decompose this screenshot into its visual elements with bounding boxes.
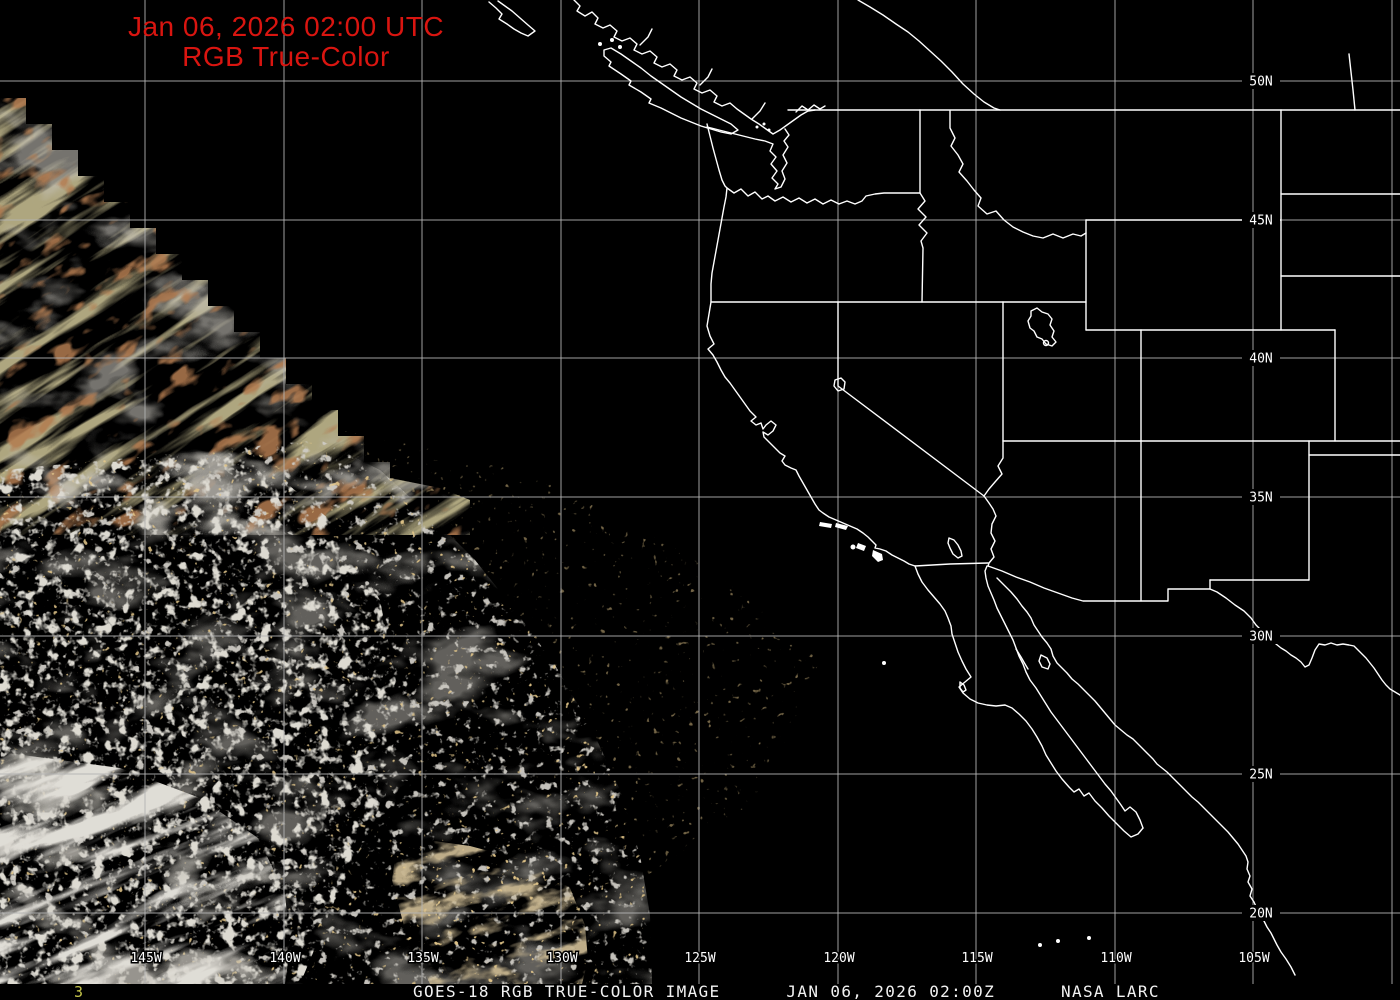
- longitude-label: 110W: [1100, 951, 1131, 966]
- border-or-id-snake-river: [917, 192, 928, 303]
- longitude-label: 115W: [961, 951, 992, 966]
- longitude-label: 125W: [684, 951, 715, 966]
- latitude-label-mask: [1242, 73, 1280, 89]
- islas-marias: [1056, 939, 1060, 943]
- islas-marias: [1087, 936, 1091, 940]
- border-id-mt: [949, 110, 1087, 239]
- border-sk-mb: [1348, 53, 1356, 111]
- latitude-label-mask: [1242, 628, 1280, 644]
- coastline-vancouver-island: [603, 47, 739, 135]
- map-outline-layer: [488, 0, 1400, 976]
- latitude-label: 30N: [1249, 630, 1272, 645]
- channel-island: [856, 543, 866, 551]
- latitude-label: 50N: [1249, 75, 1272, 90]
- coastline-puget-sound: [706, 126, 790, 190]
- longitude-label: 135W: [407, 951, 438, 966]
- utah-lake: [1042, 339, 1050, 347]
- island-speck: [767, 128, 771, 132]
- latitude-label-mask: [1242, 489, 1280, 505]
- island-speck: [610, 38, 614, 42]
- latitude-label-mask: [1242, 905, 1280, 921]
- bc-fjord-inlet: [639, 28, 653, 46]
- timestamp-overlay: Jan 06, 2026 02:00 UTC RGB True-Color: [118, 12, 454, 72]
- isla-cedros: [959, 681, 967, 693]
- longitude-label: 140W: [269, 951, 300, 966]
- coastline-baja-pacific: [914, 565, 1144, 838]
- graticule-label-layer: 50N 45N 40N 35N 30N 25N 20N 145W 140W 135W 130W 125…: [129, 73, 1280, 968]
- frame-number: 3: [74, 983, 84, 1000]
- latitude-label-mask: [1242, 766, 1280, 782]
- border-ca-nv: [837, 301, 985, 497]
- channel-island: [835, 523, 848, 530]
- lake-tahoe: [833, 377, 846, 392]
- bc-fjord-inlet: [751, 102, 766, 120]
- coastline-haida-gwaii: [488, 0, 536, 37]
- salton-sea: [947, 537, 963, 559]
- latitude-label-mask: [1242, 212, 1280, 228]
- border-nv-az: [983, 440, 1004, 497]
- border-ca-az-colorado-river: [983, 495, 997, 567]
- channel-island: [850, 544, 856, 550]
- bc-fjord-inlet: [699, 68, 713, 86]
- island-speck: [618, 45, 622, 49]
- latitude-label: 40N: [1249, 352, 1272, 367]
- latitude-label: 25N: [1249, 768, 1272, 783]
- longitude-label: 145W: [130, 951, 161, 966]
- coastline-bc: [573, 0, 816, 135]
- coastline-baja-gulf: [984, 565, 1144, 829]
- coastline-fraser-delta: [795, 104, 826, 113]
- channel-island: [819, 522, 832, 528]
- isla-angel-de-la-guarda: [1015, 648, 1029, 670]
- latitude-label: 45N: [1249, 214, 1272, 229]
- caption-text: GOES-18 RGB TRUE-COLOR IMAGE JAN 06, 202…: [413, 982, 1160, 1000]
- rio-grande: [1209, 579, 1400, 696]
- longitude-label: 130W: [546, 951, 577, 966]
- coastline-us-west: [706, 123, 916, 567]
- timestamp-line: Jan 06, 2026 02:00 UTC: [127, 11, 445, 42]
- island-speck: [755, 125, 759, 129]
- longitude-label: 105W: [1238, 951, 1269, 966]
- island-speck: [598, 42, 602, 46]
- great-salt-lake: [1027, 307, 1057, 347]
- isla-guadalupe: [882, 661, 886, 665]
- coastline-mexico-mainland: [996, 577, 1296, 976]
- islas-marias: [1038, 943, 1042, 947]
- border-wa-or-columbia-river: [726, 187, 921, 205]
- product-name-line: RGB True-Color: [182, 41, 390, 72]
- latitude-label: 35N: [1249, 491, 1272, 506]
- longitude-label: 120W: [823, 951, 854, 966]
- latitude-label-mask: [1242, 350, 1280, 366]
- isla-tiburon: [1038, 654, 1051, 670]
- latitude-label: 20N: [1249, 907, 1272, 922]
- island-speck: [762, 122, 766, 126]
- status-bar: 3 GOES-18 RGB TRUE-COLOR IMAGE JAN 06, 2…: [0, 984, 1400, 1000]
- border-bc-ab-divide: [857, 0, 1001, 111]
- channel-island: [872, 550, 883, 562]
- border-us-mexico: [914, 562, 1211, 602]
